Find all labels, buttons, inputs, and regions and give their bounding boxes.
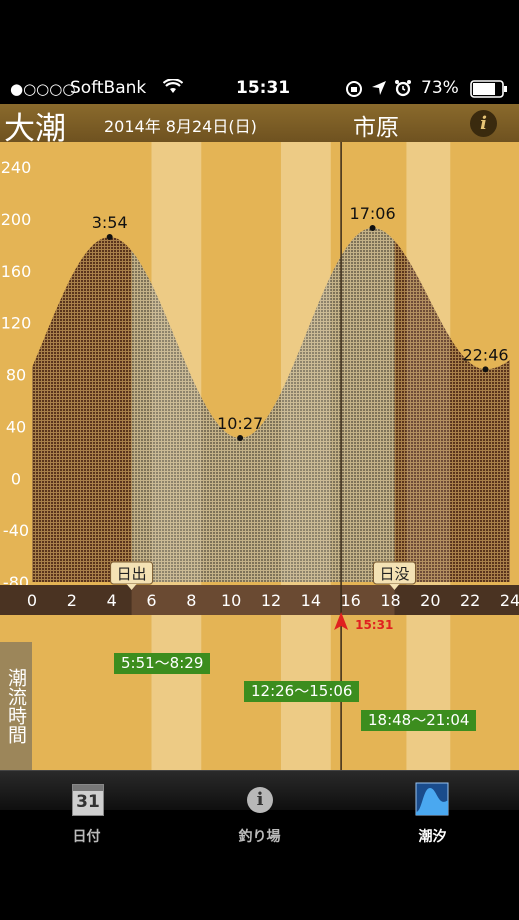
extreme-label: 22:46 <box>462 345 508 364</box>
extreme-label: 10:27 <box>217 414 263 433</box>
x-tick-label: 14 <box>301 591 321 610</box>
x-tick-label: 0 <box>27 591 37 610</box>
battery-icon <box>470 80 508 103</box>
extreme-label: 3:54 <box>92 213 128 232</box>
sunrise-marker: 日出 <box>110 561 154 590</box>
alarm-icon <box>394 79 412 102</box>
info-icon: i <box>247 787 273 813</box>
x-tick-label: 10 <box>221 591 241 610</box>
current-time-indicator: 15:31 <box>334 142 393 770</box>
x-tick-label: 18 <box>380 591 400 610</box>
calendar-icon: 31 <box>72 784 104 816</box>
flow-period-3: 18:48〜21:04 <box>361 710 477 731</box>
sunset-label: 日没 <box>379 565 409 583</box>
x-tick-label: 8 <box>186 591 196 610</box>
sun-markers: 日出 日没 <box>110 561 416 590</box>
app-header: 大潮 2014年 8月24日(日) 市原 i <box>0 104 519 147</box>
wifi-icon <box>162 78 184 100</box>
info-button[interactable]: i <box>470 110 497 137</box>
date-label[interactable]: 2014年 8月24日(日) <box>104 117 257 136</box>
x-tick-label: 22 <box>460 591 480 610</box>
flow-period-2: 12:26〜15:06 <box>244 681 360 702</box>
y-tick-label: -40 <box>3 521 29 540</box>
extreme-point <box>482 366 489 373</box>
tab-date-label: 日付 <box>72 829 101 845</box>
y-tick-label: 240 <box>1 158 32 177</box>
location-name[interactable]: 市原 <box>353 115 399 141</box>
y-tick-label: 80 <box>6 366 26 385</box>
info-icon: i <box>480 113 487 134</box>
y-tick-label: 120 <box>1 314 32 333</box>
flow-time-title: 潮流時間 <box>0 642 32 770</box>
x-tick-label: 20 <box>420 591 440 610</box>
tab-fishing-spot-label: 釣り場 <box>238 829 281 845</box>
carrier-name: SoftBank <box>70 78 147 98</box>
location-arrow-icon <box>371 80 387 101</box>
extreme-point <box>369 224 376 231</box>
extreme-point <box>106 234 113 241</box>
x-tick-label: 16 <box>340 591 360 610</box>
sunrise-label: 日出 <box>117 565 147 583</box>
tide-extremes: 3:54 10:27 17:06 22:46 <box>92 204 509 442</box>
x-tick-label: 24 <box>500 591 519 610</box>
y-tick-label: 160 <box>1 262 32 281</box>
daylight-bar <box>131 585 395 615</box>
tab-tide-label: 潮汐 <box>418 829 447 845</box>
x-axis: 0 2 4 6 8 10 12 14 16 18 20 22 24 <box>0 585 519 615</box>
x-tick-label: 2 <box>67 591 77 610</box>
tide-wave-icon <box>415 782 449 820</box>
clock: 15:31 <box>236 78 291 98</box>
extreme-label: 17:06 <box>350 204 396 223</box>
x-tick-label: 4 <box>107 591 117 610</box>
sunset-marker: 日没 <box>372 561 416 590</box>
battery-percent: 73% <box>421 78 459 98</box>
tide-type-title: 大潮 <box>4 111 66 147</box>
current-time-label: 15:31 <box>355 618 393 632</box>
current-time-arrow <box>334 612 349 630</box>
y-tick-label: 40 <box>6 417 26 436</box>
y-tick-label: 0 <box>11 469 21 488</box>
y-tick-label: 200 <box>1 210 32 229</box>
signal-strength: ●○○○○ <box>10 80 76 98</box>
flow-period-1: 5:51〜8:29 <box>114 653 211 674</box>
sunset-pointer <box>389 584 400 590</box>
x-tick-label: 12 <box>261 591 281 610</box>
sunrise-pointer <box>126 584 137 590</box>
x-tick-label: 6 <box>146 591 156 610</box>
status-bar: ●○○○○ SoftBank 15:31 73% <box>0 72 519 104</box>
rotation-lock-icon <box>345 80 363 103</box>
extreme-point <box>237 435 244 442</box>
